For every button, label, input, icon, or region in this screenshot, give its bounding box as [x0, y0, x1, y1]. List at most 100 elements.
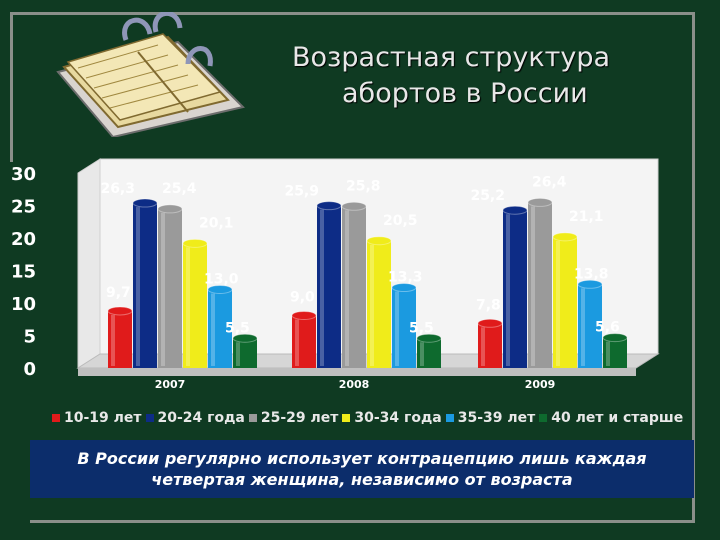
bar-body — [233, 338, 257, 368]
legend-item: 25-29 лет — [248, 410, 339, 426]
bar-highlight — [111, 314, 115, 366]
title-line-2: абортов в России — [342, 78, 588, 109]
bar-highlight — [531, 206, 535, 366]
bar-highlight — [606, 341, 610, 366]
bar-highlight — [506, 214, 510, 366]
bar-highlight — [581, 288, 585, 366]
bar-body — [342, 206, 366, 368]
bar-20-24 года-2007 — [132, 198, 158, 368]
bar-top — [552, 232, 578, 242]
bar-highlight — [420, 342, 424, 366]
legend-swatch — [445, 414, 454, 422]
bar-35-39 лет-2007 — [207, 285, 233, 368]
bar-body — [133, 203, 157, 368]
bar-body — [528, 202, 552, 368]
y-tick-label: 0 — [23, 359, 36, 380]
bar-body — [478, 323, 502, 368]
bar-body — [417, 338, 441, 368]
bar-highlight — [211, 293, 215, 366]
y-tick-label: 25 — [11, 197, 36, 218]
bar-highlight — [186, 247, 190, 366]
legend-swatch — [145, 414, 154, 422]
bar-30-34 года-2008 — [366, 236, 392, 368]
bar-value-label: 25,4 — [162, 181, 197, 197]
bar-highlight — [161, 212, 165, 366]
bar-value-label: 5,5 — [225, 320, 250, 336]
bar-25-29 лет-2007 — [157, 204, 183, 368]
x-category-label: 2008 — [339, 378, 370, 391]
legend-label: 30-34 года — [354, 410, 442, 426]
bar-top — [577, 279, 603, 289]
bar-top — [291, 311, 317, 320]
legend-item: 35-39 лет — [445, 410, 536, 426]
bar-value-label: 13,3 — [388, 270, 423, 286]
bar-top — [477, 318, 503, 328]
chart-floor-edge — [78, 368, 636, 376]
bar-value-label: 9,7 — [106, 285, 131, 301]
bar-body — [367, 240, 391, 368]
legend-label: 35-39 лет — [457, 410, 536, 426]
bar-body — [108, 310, 132, 368]
bar-highlight — [295, 319, 299, 366]
chart-legend: 10-19 лет 20-24 года 25-29 лет 30-34 года 35… — [52, 408, 683, 428]
bar-highlight — [345, 210, 349, 366]
y-tick-label: 10 — [11, 294, 36, 315]
slide-title: Возрастная структура абортов в России — [280, 40, 660, 112]
bar-value-label: 25,9 — [284, 184, 319, 200]
footnote-box: В России регулярно использует контрацепц… — [30, 440, 694, 498]
bar-top — [316, 201, 342, 211]
bar-body — [603, 337, 627, 368]
legend-label: 25-29 лет — [260, 410, 339, 426]
bar-highlight — [481, 327, 485, 366]
bar-body — [503, 210, 527, 368]
bar-top — [107, 306, 133, 316]
footnote-line-2: четвертая женщина, независимо от возраст… — [151, 470, 573, 489]
bar-value-label: 25,2 — [470, 188, 505, 204]
bar-top — [502, 205, 528, 215]
legend-swatch — [539, 414, 548, 422]
bar-top — [207, 285, 233, 294]
bar-body — [183, 243, 207, 368]
bar-top — [391, 283, 417, 293]
bar-10-19 лет-2007 — [107, 306, 133, 368]
bar-35-39 лет-2009 — [577, 279, 603, 368]
bar-top — [232, 333, 258, 343]
legend-swatch — [248, 414, 257, 422]
bar-40 лет и старше-2007 — [232, 333, 258, 368]
bar-value-label: 9,0 — [290, 290, 315, 306]
footnote-line-1: В России регулярно использует контрацепц… — [77, 449, 647, 468]
y-tick-label: 5 — [23, 327, 36, 348]
bar-body — [208, 289, 232, 368]
bar-chart: 0 5 10 15 20 25 30 9,7 26,3 25,4 20,1 13,0 5,5 9,0 25… — [11, 158, 660, 391]
bar-highlight — [556, 240, 560, 366]
bar-value-label: 7,8 — [476, 297, 501, 313]
x-category-label: 2007 — [155, 378, 186, 391]
y-tick-label: 15 — [11, 262, 36, 283]
legend-item: 40 лет и старше — [539, 410, 683, 426]
bar-25-29 лет-2009 — [527, 197, 553, 368]
bar-35-39 лет-2008 — [391, 283, 417, 368]
bar-10-19 лет-2009 — [477, 318, 503, 368]
bar-top — [527, 197, 553, 207]
bar-body — [392, 287, 416, 368]
bar-highlight — [236, 342, 240, 366]
legend-label: 10-19 лет — [64, 410, 142, 426]
legend-item: 30-34 года — [342, 410, 442, 426]
bar-top — [366, 236, 392, 246]
bar-40 лет и старше-2008 — [416, 333, 442, 368]
frame-bottom-line — [30, 520, 695, 523]
bar-highlight — [395, 291, 399, 366]
bar-top — [182, 238, 208, 248]
bar-top — [132, 198, 158, 208]
bar-top — [416, 333, 442, 343]
x-category-label: 2009 — [525, 378, 556, 391]
bar-value-label: 5,6 — [595, 320, 620, 336]
bar-20-24 года-2008 — [316, 201, 342, 368]
chart-side-wall — [77, 158, 101, 369]
legend-item: 10-19 лет — [52, 410, 142, 426]
bar-value-label: 26,4 — [532, 174, 567, 190]
bar-30-34 года-2009 — [552, 232, 578, 368]
bar-body — [553, 236, 577, 368]
frame-left-line — [10, 12, 13, 162]
frame-top-line — [10, 12, 694, 15]
